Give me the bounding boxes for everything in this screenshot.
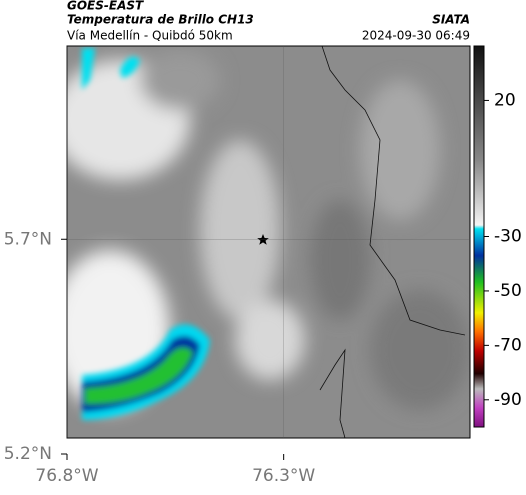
timestamp: 2024-09-30 06:49 (362, 29, 470, 43)
colorbar (473, 45, 485, 428)
y-tick-label: 5.2°N (4, 444, 52, 464)
product: Temperatura de Brillo CH13 (67, 13, 254, 27)
colorbar-tick-label: -50 (494, 281, 522, 301)
colorbar-tick-label: 20 (494, 90, 516, 110)
x-tick-label: 76.3°W (252, 466, 315, 486)
satellite-image (67, 46, 470, 438)
colorbar-tick-label: -30 (494, 227, 522, 247)
y-tick-label: 5.7°N (4, 229, 52, 249)
x-tick-label: 76.8°W (35, 466, 98, 486)
colorbar-tick-label: -70 (494, 335, 522, 355)
org: SIATA (432, 13, 470, 27)
colorbar-tick-label: -90 (494, 390, 522, 410)
route: Vía Medellín - Quibdó 50km (67, 29, 233, 43)
source: GOES-EAST (67, 0, 144, 13)
